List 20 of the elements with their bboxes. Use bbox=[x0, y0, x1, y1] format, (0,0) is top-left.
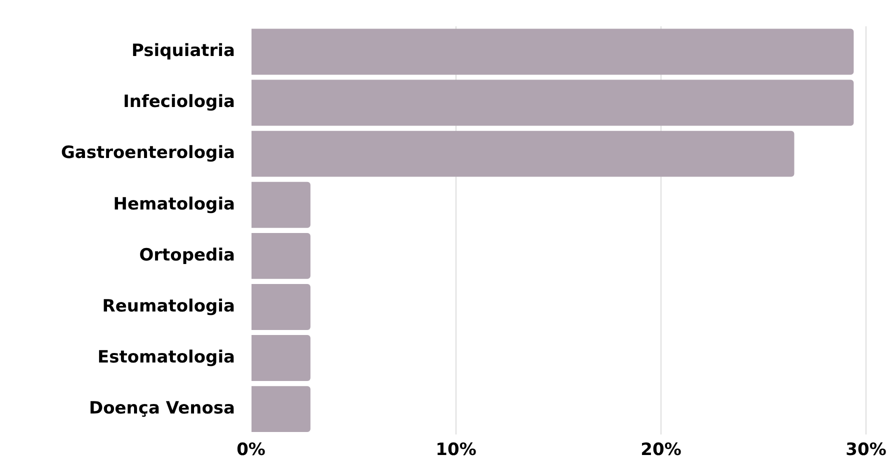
bar bbox=[252, 232, 310, 279]
bar bbox=[252, 386, 310, 432]
x-tick-label: 30% bbox=[846, 440, 886, 460]
bar bbox=[252, 182, 310, 228]
y-tick-label: Estomatologia bbox=[97, 347, 235, 368]
bar bbox=[252, 284, 310, 330]
y-tick-label: Doença Venosa bbox=[88, 398, 235, 418]
y-tick-label: Infeciologia bbox=[123, 92, 235, 112]
y-tick-label: Hematologia bbox=[113, 194, 235, 214]
bar bbox=[252, 80, 854, 126]
x-tick-label: 20% bbox=[640, 440, 682, 460]
y-tick-label: Reumatologia bbox=[102, 296, 235, 316]
x-tick-label: 10% bbox=[436, 440, 476, 460]
y-tick-label: Ortopedia bbox=[139, 245, 235, 266]
bar bbox=[252, 28, 854, 75]
y-tick-label: Gastroenterologia bbox=[60, 143, 235, 164]
bar bbox=[252, 130, 794, 177]
x-tick-label: 0% bbox=[236, 440, 266, 460]
bar bbox=[252, 335, 310, 381]
y-tick-label: Psiquiatria bbox=[132, 41, 235, 62]
